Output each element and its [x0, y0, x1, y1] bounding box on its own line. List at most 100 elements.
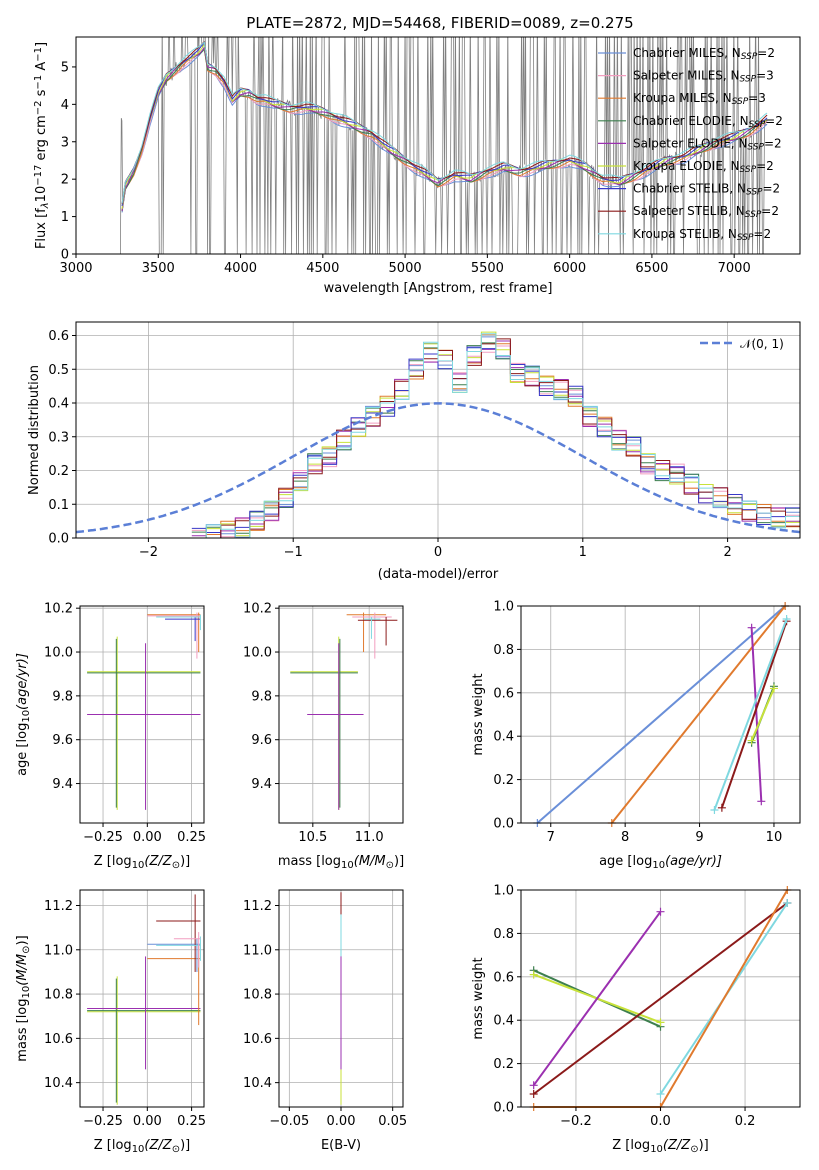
marker-SalpSTELIB	[717, 803, 726, 812]
x-tick-label: −2	[139, 545, 158, 560]
x-tick-label: 7000	[718, 261, 751, 276]
label-part: mass weight	[471, 957, 486, 1039]
y-tick-label: 0.4	[493, 1014, 514, 1029]
label-part: Normed distribution	[27, 365, 42, 495]
y-tick-label: 10.0	[243, 646, 272, 661]
label-part: 10	[21, 986, 32, 999]
legend-entry-gauss: 𝒩(0, 1)	[740, 337, 784, 351]
label-part: )]	[394, 854, 404, 869]
axes-frame	[79, 889, 205, 1108]
x-axis-label: E(B-V)	[321, 1138, 361, 1153]
marker-SalpELODIE	[529, 1081, 538, 1090]
y-tick-label: 0.2	[48, 464, 69, 479]
label-part: −1	[33, 75, 44, 90]
y-tick-label: 0.5	[48, 363, 69, 378]
series-line-ChabMILES	[536, 605, 786, 824]
x-tick-label: −1	[284, 545, 303, 560]
hist-ChabELODIE	[191, 342, 800, 539]
label-part: s	[34, 89, 49, 100]
x-axis-label: (data-model)/error	[378, 567, 499, 582]
label-part: 10	[652, 860, 665, 871]
y-tick-label: 0.4	[493, 730, 514, 745]
marker-KroupaSTELIB	[782, 615, 791, 624]
panel-weight-vs-Z: −0.2 0.0 0.2 0.0 0.2 0.4 0.6 0.8 1.0 Z [log10(Z/Z…	[471, 884, 801, 1155]
plot-area	[87, 612, 201, 810]
label-part: Z [log	[612, 1138, 650, 1153]
x-tick-label: −0.25	[83, 1114, 123, 1129]
label-part: (Z/Z	[144, 854, 172, 869]
x-tick-label: 10.5	[298, 830, 327, 845]
plot-area	[290, 612, 398, 810]
label-part: mass weight	[471, 673, 486, 755]
marker-SalpELODIE	[656, 907, 665, 916]
label-part: ⊙	[172, 1144, 180, 1155]
label-part: Z [log	[94, 1138, 132, 1153]
label-part: (Z/Z	[663, 1138, 691, 1153]
label-part: erg cm	[34, 115, 49, 164]
y-tick-label: 9.6	[52, 733, 73, 748]
legend-entry-ChabSTELIB: Chabrier STELIB, NSSP=2	[633, 182, 780, 198]
legend-sub: SSP	[749, 120, 766, 130]
plot-area	[533, 602, 791, 827]
legend-entry-SalpSTELIB: Salpeter STELIB, NSSP=2	[633, 204, 779, 220]
y-tick-label: 3	[61, 135, 69, 150]
hist-SalpSTELIB	[191, 338, 800, 539]
label-part: ⊙	[690, 1144, 698, 1155]
legend-nssp: =2	[763, 182, 781, 196]
legend-sub: SSP	[732, 97, 749, 107]
model-curve-KroupaSTELIB	[121, 41, 768, 204]
series-line-SalpELODIE	[750, 627, 763, 802]
y-axis-label: Normed distribution	[27, 365, 42, 495]
x-tick-label: 0.25	[177, 1114, 206, 1129]
series-line-SalpELODIE	[532, 911, 662, 1086]
y-tick-label: 0.3	[48, 430, 69, 445]
panel-age-vs-Z: −0.25 0.00 0.259.49.69.810.010.2Z [log10(Z…	[15, 602, 206, 871]
y-tick-label: 1	[61, 210, 69, 225]
x-axis-label: Z [log10(Z/Z⊙)]	[94, 1138, 190, 1155]
legend-name: Chabrier MILES, N	[633, 46, 741, 60]
y-tick-label: 0.4	[48, 397, 69, 412]
label-part: (M/M	[15, 954, 30, 986]
label-part: Z [log	[94, 854, 132, 869]
y-axis-label: mass weight	[471, 673, 486, 755]
label-part: 10	[21, 710, 32, 723]
x-tick-label: 5500	[471, 261, 504, 276]
label-part: 10	[132, 1144, 145, 1155]
label-part: ⊙	[172, 860, 180, 871]
x-tick-label: 0.0	[650, 1114, 671, 1129]
x-tick-label: 0.00	[133, 830, 162, 845]
y-tick-label: 9.8	[52, 689, 73, 704]
y-tick-label: 2	[61, 173, 69, 188]
legend-sub: SSP	[740, 165, 757, 175]
label-part: )]	[180, 854, 190, 869]
legend-sub: SSP	[745, 210, 762, 220]
legend-name: Chabrier ELODIE, N	[633, 114, 749, 128]
x-tick-label: 3000	[59, 261, 92, 276]
y-tick-label: 10.4	[243, 1076, 272, 1091]
label-part: (age/yr)]	[665, 854, 722, 869]
x-tick-label: 0.25	[177, 830, 206, 845]
y-tick-label: 0.0	[493, 817, 514, 832]
x-tick-label: 4000	[224, 261, 257, 276]
legend-nssp: =2	[756, 159, 774, 173]
label-part: mass [log	[278, 854, 341, 869]
y-tick-label: 0.6	[48, 329, 69, 344]
axes-frame	[278, 605, 404, 824]
y-tick-label: 0.6	[493, 970, 514, 985]
legend-entry-KroupaMILES: Kroupa MILES, NSSP=3	[633, 91, 766, 107]
x-tick-label: 0.00	[133, 1114, 162, 1129]
series-line-KroupaSTELIB	[713, 618, 788, 811]
y-tick-label: 10.2	[243, 602, 272, 617]
legend-sub: SSP	[747, 143, 764, 153]
label-part: ⊙	[21, 945, 32, 953]
marker-SalpSTELIB	[529, 1089, 538, 1098]
x-axis-label: wavelength [Angstrom, rest frame]	[324, 281, 553, 296]
x-tick-label: 8	[621, 830, 629, 845]
hist-KroupaSTELIB	[191, 333, 800, 539]
label-part: E(B-V)	[321, 1138, 361, 1153]
legend-entry-SalpMILES: Salpeter MILES, NSSP=3	[633, 69, 774, 85]
y-tick-label: 10.4	[44, 1076, 73, 1091]
x-tick-label: −0.25	[83, 830, 123, 845]
